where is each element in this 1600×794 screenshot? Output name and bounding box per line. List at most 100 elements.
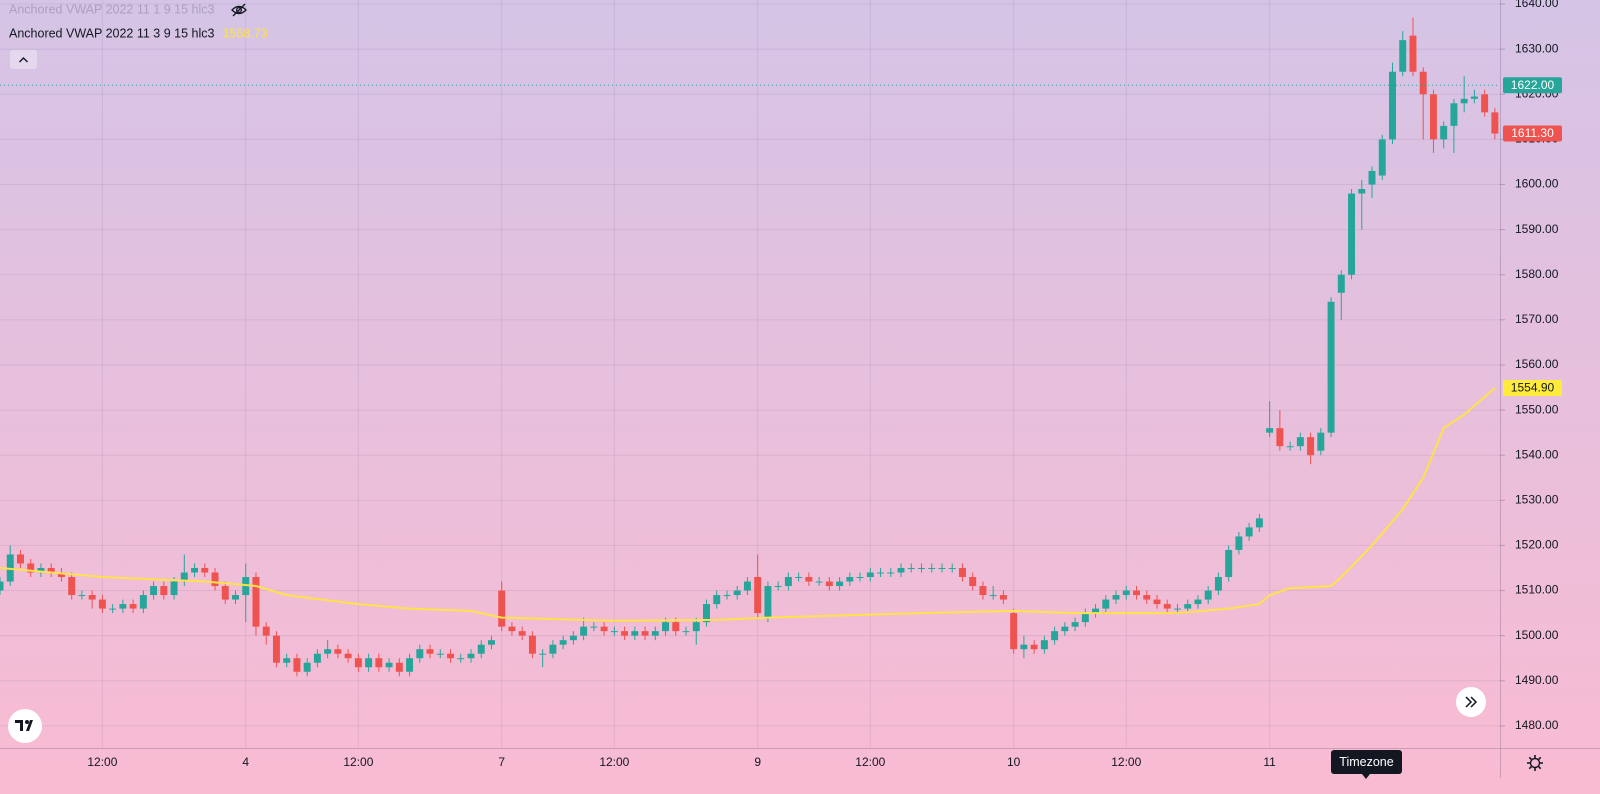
candle-body xyxy=(1133,590,1140,596)
candle-body xyxy=(252,577,260,627)
candle-body xyxy=(580,626,588,636)
candle-body xyxy=(477,644,485,654)
candle-body xyxy=(447,653,454,659)
candle-body xyxy=(365,658,373,668)
candle-body xyxy=(1429,94,1437,140)
y-tick-label: 1530.00 xyxy=(1515,492,1559,506)
candle-body xyxy=(528,635,536,654)
settings-gear[interactable] xyxy=(1527,755,1543,771)
y-tick-label: 1520.00 xyxy=(1515,538,1559,552)
candle-body xyxy=(324,649,332,654)
candle-body xyxy=(1266,428,1274,433)
y-tick-label: 1560.00 xyxy=(1515,357,1559,371)
candle-body xyxy=(1481,94,1489,113)
candle-body xyxy=(344,653,352,659)
candle-body xyxy=(1204,590,1212,600)
candle-body xyxy=(1112,595,1120,600)
candle-body xyxy=(498,590,506,627)
tooltip-text: Timezone xyxy=(1339,755,1393,769)
candle-body xyxy=(866,572,874,578)
candle-body xyxy=(518,631,526,636)
candle-body xyxy=(119,604,127,609)
legend-indicator[interactable]: Anchored VWAP 2022 11 3 9 15 hlc3 xyxy=(9,26,215,40)
candle-body xyxy=(1491,112,1499,134)
candle-body xyxy=(129,604,137,609)
candle-body xyxy=(109,608,117,610)
candle-body xyxy=(1286,446,1294,448)
candle-body xyxy=(795,577,803,579)
candle-body xyxy=(1409,35,1417,72)
plot-area xyxy=(0,17,1500,677)
candle-body xyxy=(150,586,158,596)
candle-body xyxy=(262,626,270,636)
candle-body xyxy=(1245,527,1253,537)
candle-body xyxy=(354,658,362,668)
candle-body xyxy=(887,572,895,574)
candle-body xyxy=(1214,577,1222,591)
candle-body xyxy=(600,626,608,632)
collapse-legend-button[interactable] xyxy=(10,50,37,69)
candle-body xyxy=(170,581,178,596)
x-tick-label: 11 xyxy=(1263,755,1276,769)
price-badge xyxy=(1503,77,1562,94)
candle-body xyxy=(1399,40,1407,72)
x-tick-label: 12:00 xyxy=(855,755,885,769)
price-badge-label: 1611.30 xyxy=(1511,126,1554,140)
x-tick-label: 12:00 xyxy=(343,755,373,769)
candle-body xyxy=(610,631,618,633)
logo[interactable] xyxy=(8,709,42,743)
candle-body xyxy=(334,649,342,654)
candle-body xyxy=(395,662,403,672)
candle-body xyxy=(621,631,629,636)
candle-body xyxy=(1348,193,1356,275)
vwap-line xyxy=(0,387,1496,622)
candle-body xyxy=(631,631,639,636)
x-tick-label: 7 xyxy=(498,755,505,769)
candle-body xyxy=(1184,604,1192,609)
candle-body xyxy=(1143,595,1151,600)
x-tick-label: 9 xyxy=(754,755,761,769)
candle-body xyxy=(1163,604,1171,609)
hidden-eye-icon[interactable] xyxy=(231,3,247,17)
candle-body xyxy=(733,590,741,596)
candle-body xyxy=(1051,631,1059,641)
candle-body xyxy=(1061,626,1069,632)
candle-body xyxy=(979,586,987,596)
candle-body xyxy=(764,586,772,618)
candle-body xyxy=(457,658,465,660)
grid xyxy=(0,0,1500,748)
candle-body xyxy=(406,658,414,672)
candle-body xyxy=(846,577,854,582)
legend-hidden-indicator[interactable]: Anchored VWAP 2022 11 1 9 15 hlc3 xyxy=(9,2,215,16)
candle-body xyxy=(1255,518,1263,528)
candle-body xyxy=(1173,608,1181,610)
candle-body xyxy=(272,635,280,663)
candle-body xyxy=(160,586,168,596)
candle-body xyxy=(211,572,219,587)
candle-body xyxy=(743,581,751,591)
candle-body xyxy=(375,658,383,668)
candle-body xyxy=(467,653,475,659)
candle-body xyxy=(78,595,86,597)
candle-body xyxy=(539,653,547,655)
candle-body xyxy=(877,572,885,574)
scroll-to-realtime-button[interactable] xyxy=(1456,687,1486,717)
y-tick-label: 1640.00 xyxy=(1515,0,1559,10)
candle-body xyxy=(436,653,444,655)
candle-body xyxy=(918,567,925,569)
candle-body xyxy=(1071,622,1079,627)
y-tick-label: 1600.00 xyxy=(1515,177,1559,191)
candle-body xyxy=(1389,71,1396,140)
candle-body xyxy=(825,581,833,587)
candle-body xyxy=(713,595,721,605)
candle-body xyxy=(385,662,393,668)
candle-body xyxy=(938,567,946,569)
candle-body xyxy=(1040,640,1048,650)
candle-body xyxy=(703,604,710,623)
y-tick-label: 1570.00 xyxy=(1515,312,1559,326)
candle-body xyxy=(1327,301,1335,433)
candle-body xyxy=(1368,170,1376,185)
candle-body xyxy=(232,595,239,600)
candle-body xyxy=(1378,139,1386,176)
y-tick-label: 1540.00 xyxy=(1515,447,1559,461)
